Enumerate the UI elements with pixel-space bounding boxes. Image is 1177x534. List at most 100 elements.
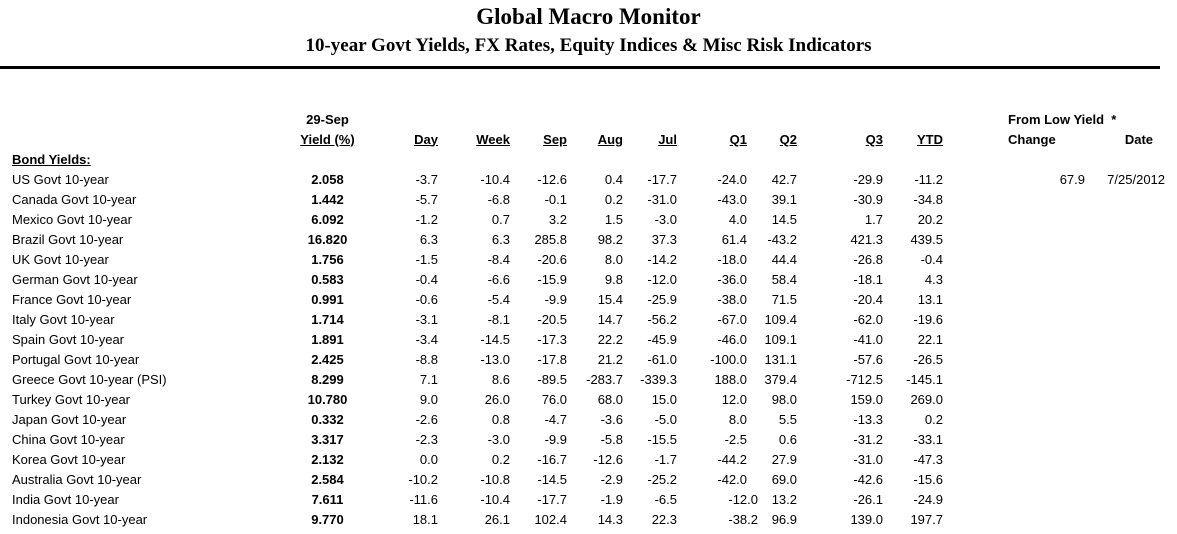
ytd-cell: 4.3: [924, 271, 943, 287]
q1-cell: -67.0: [717, 311, 747, 327]
aug-cell: 9.8: [604, 271, 623, 287]
q2-cell: 44.4: [771, 251, 797, 267]
day-cell: -3.1: [415, 311, 438, 327]
q2-cell: 69.0: [771, 471, 797, 487]
q1-cell: -38.0: [717, 291, 747, 307]
row-label: Greece Govt 10-year (PSI): [12, 371, 167, 387]
col-header-day: Day: [414, 131, 438, 147]
day-cell: -10.2: [408, 471, 438, 487]
aug-cell: 98.2: [597, 231, 623, 247]
week-cell: -13.0: [480, 351, 510, 367]
jul-cell: 15.0: [651, 391, 677, 407]
q2-cell: 58.4: [771, 271, 797, 287]
ytd-cell: -15.6: [913, 471, 943, 487]
spacer-cell: [567, 110, 623, 130]
q1-cell: -18.0: [717, 251, 747, 267]
spacer-cell: [510, 110, 567, 130]
aug-cell: -1.9: [600, 491, 623, 507]
day-cell: 6.3: [419, 231, 438, 247]
yield-cell: 2.584: [311, 471, 344, 487]
q3-cell: 1.7: [864, 211, 883, 227]
row-label: Indonesia Govt 10-year: [12, 511, 148, 527]
week-cell: 0.2: [491, 451, 510, 467]
date-cell: [1085, 250, 1177, 270]
change-cell: [943, 490, 1085, 510]
yield-cell: 1.891: [311, 331, 344, 347]
sep-cell: 3.2: [548, 211, 567, 227]
q3-cell: -42.6: [853, 471, 883, 487]
spacer-cell: [0, 130, 290, 150]
table-header: 29-Sep From Low Yield * Yield (%) Day We…: [0, 110, 1177, 150]
date-cell: [1085, 430, 1177, 450]
aug-cell: 68.0: [597, 391, 623, 407]
row-label: China Govt 10-year: [12, 431, 125, 447]
change-cell: [943, 430, 1085, 450]
day-cell: -1.2: [415, 211, 438, 227]
header-row-columns: Yield (%) Day Week Sep Aug Jul Q1 Q2 Q3 …: [0, 130, 1177, 150]
table-row: Greece Govt 10-year (PSI) 8.299 7.1 8.6 …: [0, 370, 1177, 390]
date-cell: [1085, 390, 1177, 410]
col-header-jul: Jul: [658, 131, 677, 147]
day-cell: 18.1: [412, 511, 438, 527]
change-cell: [943, 390, 1085, 410]
q2-cell: 98.0: [771, 391, 797, 407]
date-cell: [1085, 490, 1177, 510]
q1-cell: -44.2: [717, 451, 747, 467]
week-cell: 6.3: [491, 231, 510, 247]
date-cell: [1085, 410, 1177, 430]
yield-cell: 3.317: [311, 431, 344, 447]
q2-cell: 379.4: [764, 371, 797, 387]
day-cell: 0.0: [419, 451, 438, 467]
ytd-cell: -34.8: [913, 191, 943, 207]
ytd-cell: 269.0: [910, 391, 943, 407]
yield-cell: 2.058: [311, 171, 344, 187]
jul-cell: -1.7: [654, 451, 677, 467]
date-cell: [1085, 290, 1177, 310]
yield-cell: 2.132: [311, 451, 344, 467]
ytd-cell: 0.2: [924, 411, 943, 427]
week-cell: -10.4: [480, 491, 510, 507]
row-label: Spain Govt 10-year: [12, 331, 125, 347]
date-cell: [1085, 270, 1177, 290]
jul-cell: -12.0: [647, 271, 677, 287]
table-row: US Govt 10-year 2.058 -3.7 -10.4 -12.6 0…: [0, 170, 1177, 190]
yield-cell: 1.442: [311, 191, 344, 207]
row-label: Japan Govt 10-year: [12, 411, 127, 427]
yield-cell: 0.332: [311, 411, 344, 427]
spacer-cell: [623, 110, 677, 130]
date-cell: [1085, 310, 1177, 330]
page-subtitle: 10-year Govt Yields, FX Rates, Equity In…: [305, 35, 872, 56]
jul-cell: -5.0: [654, 411, 677, 427]
table-row: Korea Govt 10-year 2.132 0.0 0.2 -16.7 -…: [0, 450, 1177, 470]
day-cell: -11.6: [409, 491, 438, 507]
aug-cell: 14.3: [597, 511, 623, 527]
sep-cell: -17.3: [537, 331, 567, 347]
col-header-sep: Sep: [543, 131, 567, 147]
q1-cell: 8.0: [728, 411, 747, 427]
col-header-q3: Q3: [865, 131, 883, 147]
row-label: Korea Govt 10-year: [12, 451, 126, 467]
yield-cell: 10.780: [307, 391, 348, 407]
table-row: Mexico Govt 10-year 6.092 -1.2 0.7 3.2 1…: [0, 210, 1177, 230]
q2-cell: 14.5: [771, 211, 797, 227]
jul-cell: -339.3: [640, 371, 677, 387]
date-cell: [1085, 210, 1177, 230]
bond-yields-table: 29-Sep From Low Yield * Yield (%) Day We…: [0, 110, 1177, 530]
q2-cell: 109.1: [764, 331, 797, 347]
ytd-cell: 22.1: [917, 331, 943, 347]
row-label: Brazil Govt 10-year: [12, 231, 124, 247]
q2-cell: 131.1: [764, 351, 797, 367]
q1-cell: -42.0: [717, 471, 747, 487]
date-cell: [1085, 370, 1177, 390]
aug-cell: -12.6: [593, 451, 623, 467]
sep-cell: -17.7: [537, 491, 567, 507]
spacer-cell: [883, 110, 943, 130]
row-label: Mexico Govt 10-year: [12, 211, 132, 227]
q3-cell: -712.5: [846, 371, 883, 387]
day-cell: -0.4: [415, 271, 438, 287]
sep-cell: -16.7: [537, 451, 567, 467]
day-cell: -1.5: [415, 251, 438, 267]
page-title: Global Macro Monitor: [476, 4, 701, 29]
ytd-cell: 13.1: [917, 291, 943, 307]
